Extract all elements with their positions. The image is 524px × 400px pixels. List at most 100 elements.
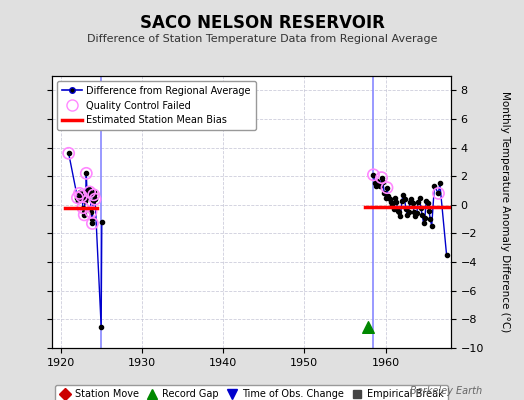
Point <box>381 194 390 201</box>
Point <box>364 323 372 330</box>
Text: Difference of Station Temperature Data from Regional Average: Difference of Station Temperature Data f… <box>87 34 437 44</box>
Point <box>90 189 99 195</box>
Point <box>373 177 381 184</box>
Point <box>403 212 411 218</box>
Point <box>425 207 433 214</box>
Point <box>88 220 96 227</box>
Point <box>77 192 85 198</box>
Point <box>82 170 91 176</box>
Point <box>74 197 82 204</box>
Point <box>90 192 98 198</box>
Point <box>428 223 436 230</box>
Point <box>416 194 424 201</box>
Point <box>79 209 88 215</box>
Point <box>86 192 94 198</box>
Point <box>97 219 106 225</box>
Point <box>423 200 432 207</box>
Point <box>81 197 89 204</box>
Point <box>421 214 429 221</box>
Point <box>78 193 86 200</box>
Point <box>426 216 434 222</box>
Point <box>91 196 99 202</box>
Point <box>409 200 417 207</box>
Point <box>84 189 93 195</box>
Point <box>430 183 439 190</box>
Point <box>82 170 91 176</box>
Legend: Station Move, Record Gap, Time of Obs. Change, Empirical Break: Station Move, Record Gap, Time of Obs. C… <box>55 385 448 400</box>
Point <box>375 182 383 188</box>
Point <box>387 199 395 205</box>
Point <box>74 194 83 201</box>
Point <box>85 186 93 192</box>
Point <box>410 209 418 215</box>
Point <box>75 190 84 196</box>
Point <box>384 193 392 200</box>
Point <box>372 183 380 190</box>
Point <box>78 193 86 200</box>
Point <box>91 196 99 202</box>
Point <box>402 206 410 212</box>
Point <box>370 180 379 186</box>
Point <box>422 197 430 204</box>
Point <box>392 199 401 205</box>
Point <box>83 187 91 194</box>
Point <box>377 174 386 181</box>
Point <box>76 189 84 195</box>
Point <box>87 209 95 215</box>
Point <box>85 189 94 195</box>
Point <box>376 183 385 190</box>
Text: Berkeley Earth: Berkeley Earth <box>410 386 482 396</box>
Point <box>73 194 82 201</box>
Point <box>414 199 422 205</box>
Point <box>88 220 96 227</box>
Point <box>90 192 98 198</box>
Point <box>87 209 95 215</box>
Y-axis label: Monthly Temperature Anomaly Difference (°C): Monthly Temperature Anomaly Difference (… <box>500 91 510 333</box>
Point <box>400 196 409 202</box>
Point <box>369 172 378 178</box>
Point <box>394 207 402 214</box>
Point <box>442 252 451 258</box>
Point <box>81 194 90 201</box>
Point <box>399 192 408 198</box>
Point <box>418 212 427 218</box>
Point <box>412 210 421 217</box>
Point <box>396 213 405 220</box>
Point <box>79 204 87 211</box>
Point <box>80 212 89 218</box>
Point <box>369 172 378 178</box>
Point <box>435 180 444 186</box>
Point <box>64 150 73 156</box>
Point <box>383 184 391 191</box>
Point <box>407 196 416 202</box>
Point <box>395 209 403 215</box>
Point <box>434 190 443 196</box>
Text: SACO NELSON RESERVOIR: SACO NELSON RESERVOIR <box>139 14 385 32</box>
Point <box>380 190 388 196</box>
Point <box>80 212 89 218</box>
Point <box>386 196 394 202</box>
Point <box>64 150 73 156</box>
Point <box>411 213 420 220</box>
Point <box>405 209 413 215</box>
Point <box>417 204 425 211</box>
Point <box>88 216 96 222</box>
Point <box>97 323 105 330</box>
Point <box>389 206 398 212</box>
Point <box>83 190 92 196</box>
Point <box>85 189 94 195</box>
Point <box>419 220 428 227</box>
Point <box>383 184 391 191</box>
Point <box>89 197 97 204</box>
Point <box>434 190 443 196</box>
Point <box>379 179 387 185</box>
Point <box>75 190 84 196</box>
Point <box>398 197 406 204</box>
Point <box>79 204 87 211</box>
Point <box>377 174 386 181</box>
Point <box>78 196 86 202</box>
Point <box>406 199 414 205</box>
Point <box>391 194 399 201</box>
Point <box>73 194 82 201</box>
Point <box>388 202 397 208</box>
